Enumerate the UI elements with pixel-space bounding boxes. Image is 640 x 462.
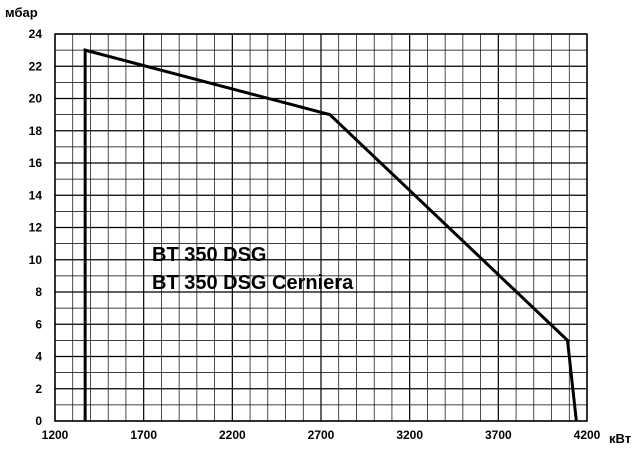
y-tick-label: 24: [29, 27, 43, 41]
x-tick-label: 1700: [130, 428, 157, 442]
x-tick-label: 3200: [396, 428, 423, 442]
y-tick-label: 8: [35, 285, 42, 299]
y-tick-label: 2: [35, 382, 42, 396]
y-tick-label: 22: [29, 59, 43, 73]
y-axis-unit-label: мбар: [5, 5, 38, 20]
grid: [54, 33, 588, 422]
y-tick-label: 20: [29, 92, 43, 106]
axes: [54, 33, 588, 422]
y-tick-label: 18: [29, 124, 43, 138]
x-tick-label: 3700: [485, 428, 512, 442]
y-tick-label: 10: [29, 253, 43, 267]
x-axis-unit-label: кВт: [609, 431, 631, 446]
series-layer: [83, 48, 578, 422]
series-line: [83, 48, 578, 422]
plot-frame: [54, 33, 588, 422]
y-tick-label: 12: [29, 221, 43, 235]
x-tick-label: 1200: [42, 428, 69, 442]
y-tick-label: 14: [29, 188, 43, 202]
x-tick-label: 2200: [219, 428, 246, 442]
annotation-model-2: BT 350 DSG Cerniera: [152, 272, 354, 294]
x-tick-label: 4200: [574, 428, 601, 442]
annotation-model-1: BT 350 DSG: [152, 244, 266, 266]
y-tick-label: 6: [35, 317, 42, 331]
x-tick-label: 2700: [308, 428, 335, 442]
y-tick-label: 0: [35, 414, 42, 428]
y-tick-label: 16: [29, 156, 43, 170]
y-tick-label: 4: [35, 350, 42, 364]
